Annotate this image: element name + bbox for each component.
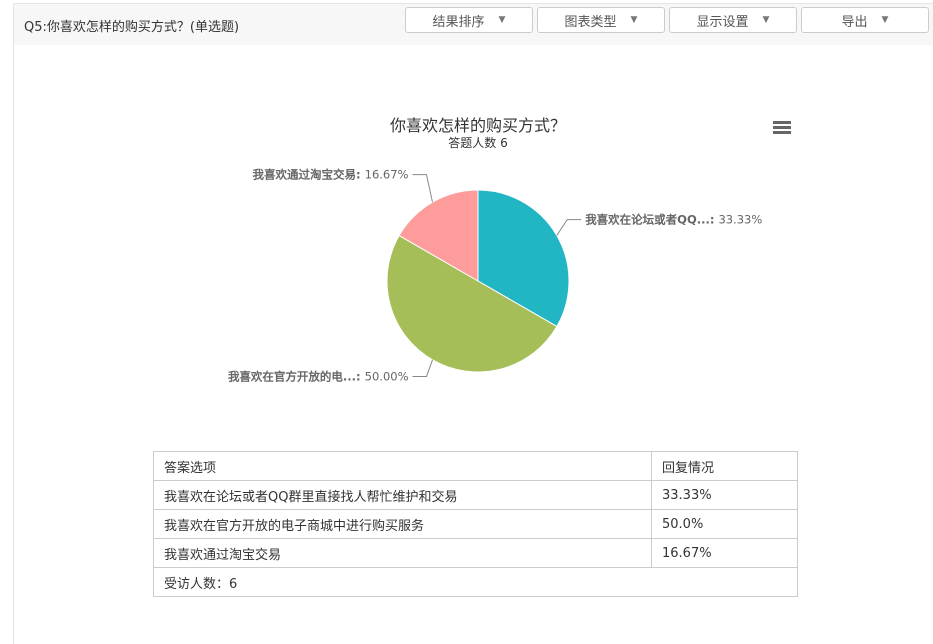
pie-slice[interactable] [386,234,558,373]
chart-type-button[interactable]: 图表类型 ▼ [537,7,665,33]
button-label: 图表类型 [564,14,617,30]
percent-cell: 33.33% [651,480,798,510]
option-cell: 我喜欢通过淘宝交易 [153,538,652,568]
table-row: 我喜欢在官方开放的电子商城中进行购买服务 50.0% [153,509,798,539]
percent-cell: 50.0% [651,509,798,539]
percent-cell: 16.67% [651,538,798,568]
question-title: Q5:你喜欢怎样的购买方式？(单选题) [24,20,240,35]
button-label: 显示设置 [696,14,749,30]
chart-subtitle: 答题人数 6 [448,135,507,150]
option-cell: 我喜欢在官方开放的电子商城中进行购买服务 [153,509,652,539]
caret-down-icon: ▼ [762,15,770,25]
respondent-count: 受访人数：6 [153,567,798,597]
pie-chart: 你喜欢怎样的购买方式？ 答题人数 6 我喜欢在论坛或者QQ...: 33.33%… [228,116,791,383]
slice-label: 我喜欢通过淘宝交易: 16.67% [253,168,409,182]
sort-results-button[interactable]: 结果排序 ▼ [405,7,533,33]
caret-down-icon: ▼ [630,15,638,25]
pie-slice[interactable] [398,189,479,282]
slice-label: 我喜欢在论坛或者QQ...: 33.33% [585,213,762,227]
chart-title: 你喜欢怎样的购买方式？ [390,116,566,135]
caret-down-icon: ▼ [881,15,889,25]
button-label: 导出 [841,14,868,30]
display-settings-button[interactable]: 显示设置 ▼ [669,7,797,33]
table-row: 我喜欢通过淘宝交易 16.67% [153,538,798,568]
option-cell: 我喜欢在论坛或者QQ群里直接找人帮忙维护和交易 [153,480,652,510]
label-connector [412,174,433,203]
table-row: 我喜欢在论坛或者QQ群里直接找人帮忙维护和交易 33.33% [153,480,798,510]
panel-frame [13,3,933,644]
header-cell: 答案选项 [153,451,652,481]
slice-label: 我喜欢在官方开放的电...: 50.00% [228,369,409,383]
results-table: 答案选项 回复情况 我喜欢在论坛或者QQ群里直接找人帮忙维护和交易 33.33% 我… [153,451,798,597]
export-button[interactable]: 导出 ▼ [801,7,929,33]
label-connector [412,359,433,377]
header-cell: 回复情况 [651,451,798,481]
table-header-row: 答案选项 回复情况 [153,451,798,481]
table-footer-row: 受访人数：6 [153,567,798,597]
button-label: 结果排序 [432,14,485,30]
label-connector [556,219,582,236]
caret-down-icon: ▼ [498,15,506,25]
hamburger-icon[interactable] [773,121,791,134]
